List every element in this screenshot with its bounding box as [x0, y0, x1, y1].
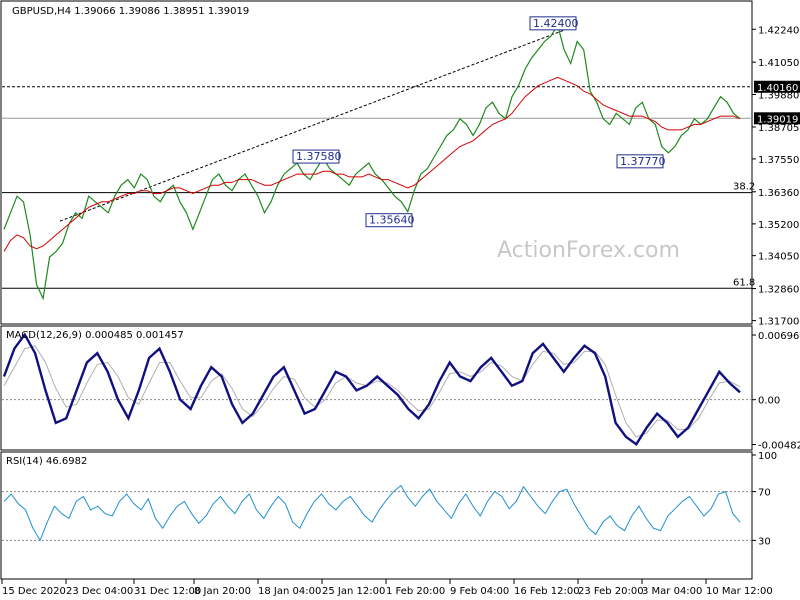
price-series	[3, 23, 741, 301]
annotation-box-1.35640	[365, 213, 413, 228]
moving-average-series	[3, 76, 741, 252]
price-annotations: 1.42400 1.37580 1.35640 1.37770	[292, 16, 666, 228]
x-tick-label: 23 Dec 04:00	[66, 586, 133, 597]
x-tick-label: 3 Mar 04:00	[642, 586, 702, 597]
annotation-label-1.35640: 1.35640	[369, 214, 415, 227]
x-tick-label: 15 Dec 2020	[2, 586, 66, 597]
price-tick-label: 1.42240	[758, 25, 799, 36]
x-tick-label: 1 Feb 20:00	[386, 586, 445, 597]
annotation-label-1.37580: 1.37580	[296, 150, 342, 163]
price-tick-label: 1.35200	[758, 220, 799, 231]
price-tick-label: 1.36360	[758, 188, 799, 199]
moving-average-line	[3, 76, 741, 252]
price-tick-label: 1.41050	[758, 58, 799, 69]
dotted-trendline	[59, 24, 579, 222]
rsi-panel-frame	[0, 451, 753, 580]
price-levels: 1.40160 1.39019 38.2 61.8	[2, 80, 800, 289]
rsi-tick-label: 100	[758, 451, 777, 462]
trendline	[59, 24, 579, 222]
macd-signal-series	[3, 345, 741, 438]
x-tick-label: 18 Jan 04:00	[258, 586, 321, 597]
annotation-box-1.37770	[616, 154, 664, 169]
x-tick-label: 8 Jan 20:00	[194, 586, 251, 597]
rsi-tick-label: 30	[758, 536, 771, 547]
x-tick-label: 31 Dec 12:00	[134, 586, 201, 597]
current-price-label: 1.39019	[757, 114, 798, 125]
annotation-label-1.42400: 1.42400	[533, 17, 579, 30]
price-tick-label: 1.38705	[758, 123, 799, 134]
time-x-axis: 15 Dec 2020 23 Dec 04:00 31 Dec 12:008 Jan…	[1, 579, 773, 597]
macd-y-axis: 0.00696 0.00 -0.004826	[752, 331, 800, 452]
rsi-panel-title: RSI(14) 46.6982	[6, 456, 87, 467]
level-label-fib-61.8: 61.8	[733, 277, 755, 288]
annotation-box-1.37580	[292, 149, 340, 164]
macd-panel-frame	[0, 325, 753, 451]
price-tick-label: 1.37550	[758, 155, 799, 166]
price-line	[3, 23, 741, 301]
level-label-resistance-1.40160: 1.40160	[757, 83, 798, 94]
macd-panel-title: MACD(12,26,9) 0.000485 0.001457	[6, 330, 184, 341]
level-box-resistance-1.40160	[754, 80, 800, 93]
price-tick-label: 1.32860	[758, 285, 799, 296]
x-tick-label: 10 Mar 12:00	[706, 586, 773, 597]
x-tick-label: 23 Feb 20:00	[578, 586, 644, 597]
macd-main-line	[2, 332, 741, 447]
x-tick-label: 9 Feb 04:00	[450, 586, 509, 597]
price-y-axis: 1.42240 1.41050 1.39880 1.38705 1.37550 1.363…	[752, 25, 799, 328]
annotation-label-1.37770: 1.37770	[620, 155, 666, 168]
rsi-levels	[2, 491, 752, 541]
macd-main-series	[2, 332, 741, 447]
macd-signal-line	[3, 345, 741, 438]
macd-tick-label: 0.00	[758, 396, 780, 407]
x-tick-label: 16 Feb 12:00	[514, 586, 580, 597]
macd-tick-label: 0.00696	[758, 331, 799, 342]
watermark: ActionForex.com	[497, 238, 680, 263]
rsi-line	[3, 484, 741, 542]
price-tick-label: 1.31700	[758, 317, 799, 328]
price-tick-label: 1.34050	[758, 252, 799, 263]
price-panel-title: GBPUSD,H4 1.39066 1.39086 1.38951 1.3901…	[12, 6, 249, 17]
rsi-series	[3, 484, 741, 542]
rsi-y-axis: 100 70 30	[752, 451, 777, 547]
annotation-box-1.42400	[529, 16, 577, 31]
price-tick-label: 1.39880	[758, 90, 799, 101]
rsi-tick-label: 70	[758, 488, 771, 499]
level-label-fib-38.2: 38.2	[733, 182, 755, 193]
macd-tick-label: -0.004826	[758, 441, 800, 452]
current-price-box	[754, 112, 800, 125]
x-tick-label: 25 Jan 12:00	[322, 586, 385, 597]
